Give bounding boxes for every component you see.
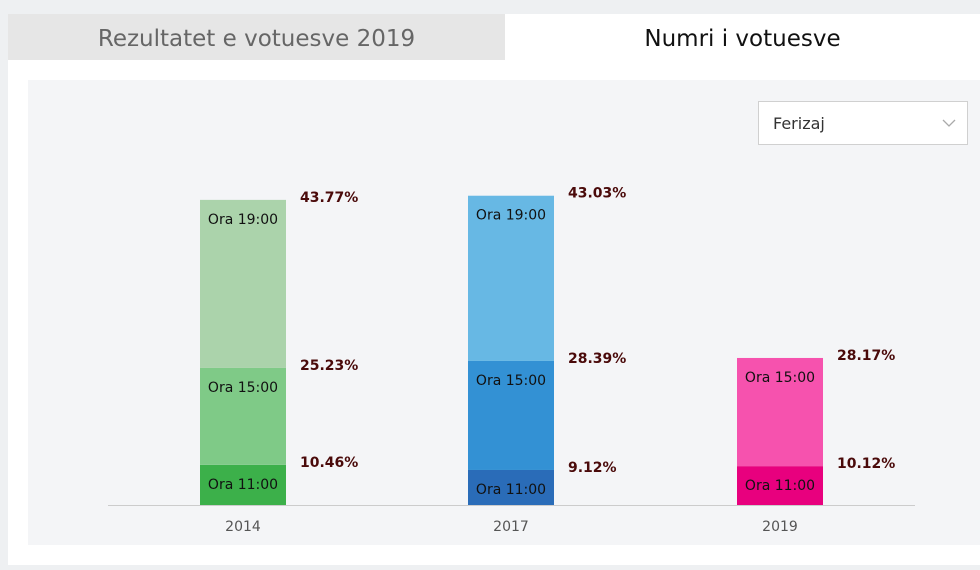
tab-active[interactable]: Numri i votuesve bbox=[505, 14, 980, 60]
chart-area bbox=[28, 80, 980, 545]
dropdown[interactable]: Ferizaj bbox=[758, 101, 968, 145]
dropdown-value: Ferizaj bbox=[773, 114, 825, 133]
chevron bbox=[942, 119, 956, 127]
tab[interactable]: Rezultatet e votuesve 2019 bbox=[8, 14, 505, 60]
